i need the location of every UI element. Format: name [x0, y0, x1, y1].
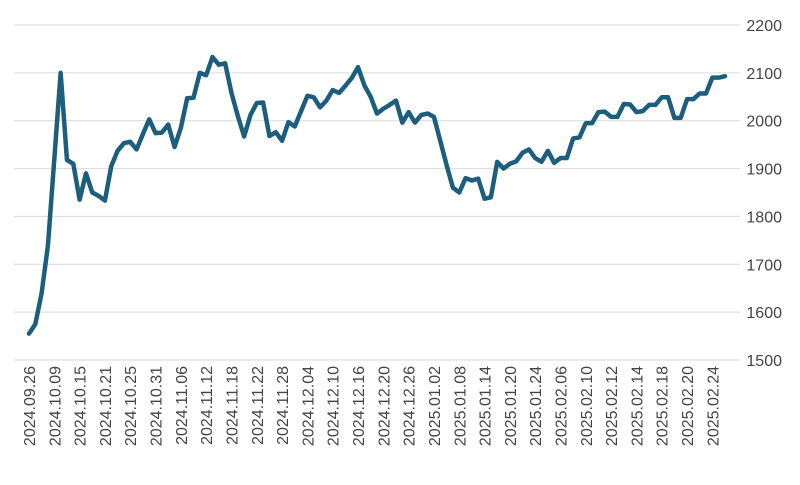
gridlines [14, 24, 740, 361]
x-tick-label: 2024.12.10 [326, 366, 343, 446]
x-tick-label: 2024.12.04 [300, 366, 317, 446]
x-tick-label: 2024.10.31 [149, 366, 166, 446]
y-axis: 1500 1600 1700 1800 1900 2000 2100 2200 [746, 18, 782, 370]
x-tick-label: 2024.12.20 [376, 366, 393, 446]
y-tick-label: 2100 [746, 66, 782, 83]
x-tick-label: 2025.01.02 [427, 366, 444, 446]
x-tick-label: 2025.01.08 [452, 366, 469, 446]
x-tick-label: 2024.10.15 [73, 366, 90, 446]
x-tick-label: 2025.02.14 [629, 366, 646, 446]
x-tick-label: 2024.10.09 [47, 366, 64, 446]
y-tick-label: 2000 [746, 114, 782, 131]
y-tick-label: 1500 [746, 353, 782, 370]
y-tick-label: 1700 [746, 257, 782, 274]
x-tick-label: 2024.11.28 [275, 366, 292, 445]
series-line [26, 54, 728, 336]
x-tick-label: 2024.11.18 [224, 366, 241, 445]
y-tick-label: 2200 [746, 18, 782, 35]
x-tick-label: 2024.12.16 [351, 366, 368, 446]
x-tick-label: 2025.02.20 [680, 366, 697, 446]
x-tick-label: 2025.02.06 [553, 366, 570, 446]
y-tick-label: 1600 [746, 305, 782, 322]
x-tick-label: 2025.02.18 [655, 366, 672, 446]
x-tick-label: 2024.11.06 [174, 366, 191, 445]
x-tick-label: 2025.02.10 [579, 366, 596, 446]
x-tick-label: 2024.11.22 [250, 366, 267, 445]
x-tick-label: 2024.09.26 [22, 366, 39, 446]
x-tick-label: 2024.12.26 [402, 366, 419, 446]
x-tick-label: 2025.01.20 [503, 366, 520, 446]
x-tick-label: 2024.10.25 [123, 366, 140, 446]
x-tick-label: 2024.11.12 [199, 366, 216, 445]
x-tick-label: 2025.01.14 [478, 366, 495, 446]
series-layer [26, 54, 728, 336]
y-tick-label: 1800 [746, 209, 782, 226]
x-tick-label: 2024.10.21 [98, 366, 115, 446]
x-axis: 2024.09.26 2024.10.09 2024.10.15 2024.10.21… [22, 366, 722, 446]
y-tick-label: 1900 [746, 162, 782, 179]
x-tick-label: 2025.02.24 [705, 366, 722, 446]
x-tick-label: 2025.02.12 [604, 366, 621, 446]
x-tick-label: 2025.01.24 [528, 366, 545, 446]
